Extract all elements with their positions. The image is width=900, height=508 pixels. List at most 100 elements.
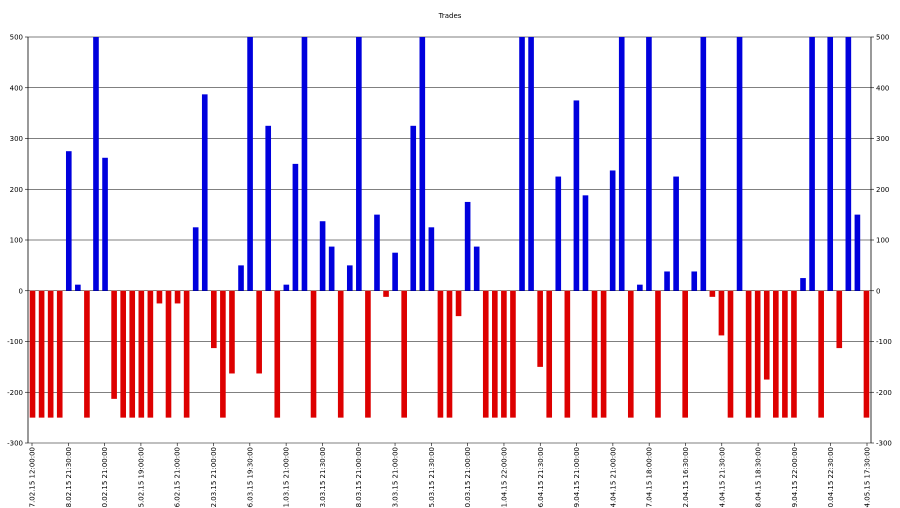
bar-29: [292, 163, 299, 291]
ytick-label-left: 100: [10, 237, 23, 245]
bar-63: [600, 290, 607, 418]
xtick-label: 20.02.15 21:00:00: [101, 447, 109, 508]
bar-89: [836, 290, 843, 349]
bar-47: [455, 290, 462, 317]
bar-34: [337, 290, 344, 418]
ytick-label-right: -300: [876, 440, 892, 448]
bar-37: [365, 290, 371, 418]
bar-36: [356, 37, 362, 291]
bar-35: [346, 265, 353, 291]
ytick-label-right: 100: [876, 237, 889, 245]
xtick-label: 24.04.15 21:30:00: [718, 447, 726, 508]
bar-18: [192, 227, 199, 291]
x-axis-labels: 17.02.15 12:00:00 18.02.15 21:30:00 20.02.…: [29, 443, 872, 508]
bar-13: [147, 290, 154, 418]
bar-73: [691, 271, 698, 291]
bar-40: [392, 252, 398, 291]
bar-21: [220, 290, 226, 418]
bar-50: [482, 290, 489, 418]
xtick-label: 18.02.15 21:30:00: [65, 447, 73, 508]
bar-38: [374, 214, 380, 291]
bar-22: [229, 290, 235, 374]
ytick-label-left: 400: [10, 84, 23, 92]
ytick-label-left: 500: [10, 34, 23, 42]
bar-80: [754, 290, 761, 418]
ytick-label-left: 0: [19, 287, 23, 295]
xtick-label: 17.04.15 18:00:00: [646, 447, 654, 508]
bar-79: [745, 290, 752, 418]
bar-26: [265, 125, 272, 291]
ytick-label-right: 500: [876, 34, 889, 42]
y-axis-right-labels: -300 -200 -100 0 100 200 300 400 500: [876, 34, 892, 448]
bar-7: [93, 37, 99, 291]
bar-28: [283, 284, 290, 291]
bar-86: [809, 37, 815, 291]
bar-81: [763, 290, 770, 380]
bar-66: [627, 290, 634, 418]
xtick-label: 30.04.15 22:30:00: [827, 447, 835, 508]
bar-19: [201, 94, 208, 291]
bar-61: [582, 195, 589, 291]
bar-1: [38, 290, 45, 418]
bar-33: [328, 246, 335, 291]
ytick-label-right: 400: [876, 84, 889, 92]
bar-56: [537, 290, 543, 367]
bar-85: [800, 278, 806, 291]
xtick-label: 17.02.15 12:00:00: [29, 447, 37, 508]
bar-68: [646, 37, 652, 291]
bar-67: [637, 284, 643, 291]
xtick-label: 02.03.15 21:00:00: [210, 447, 218, 508]
bar-43: [419, 37, 426, 291]
bar-91: [854, 214, 861, 291]
bar-25: [256, 290, 262, 374]
bar-4: [65, 151, 72, 291]
bar-60: [573, 100, 580, 291]
bar-55: [528, 37, 534, 291]
ytick-label-left: 300: [10, 135, 23, 143]
bar-14: [156, 290, 163, 304]
bar-12: [138, 290, 145, 418]
bar-70: [664, 271, 670, 291]
bar-3: [56, 290, 63, 418]
bar-24: [247, 37, 253, 291]
bar-31: [310, 290, 317, 418]
bar-20: [211, 290, 217, 349]
xtick-label: 14.04.15 21:00:00: [609, 447, 617, 508]
bar-6: [84, 290, 90, 418]
bar-58: [555, 176, 562, 291]
bar-74: [700, 37, 707, 291]
bar-11: [129, 290, 136, 418]
ytick-label-right: 200: [876, 186, 889, 194]
bar-92: [863, 290, 870, 418]
bar-62: [591, 290, 598, 418]
bar-5: [75, 284, 81, 291]
xtick-label: 01.04.15 22:00:00: [501, 447, 509, 508]
bar-15: [165, 290, 172, 418]
bar-83: [782, 290, 788, 418]
bar-75: [709, 290, 716, 297]
xtick-label: 06.03.15 19:30:00: [246, 447, 254, 508]
xtick-label: 29.04.15 22:00:00: [791, 447, 799, 508]
bar-8: [102, 157, 108, 291]
ytick-label-left: -100: [7, 338, 23, 346]
axes: [27, 37, 872, 443]
bar-32: [319, 221, 326, 291]
bar-10: [120, 290, 126, 418]
bar-42: [410, 125, 417, 291]
ytick-label-right: 0: [876, 287, 880, 295]
xtick-label: 06.04.15 21:30:00: [537, 447, 545, 508]
bar-69: [655, 290, 661, 418]
bar-46: [446, 290, 453, 418]
bar-27: [274, 290, 281, 418]
bar-49: [473, 246, 480, 291]
bar-54: [519, 37, 525, 291]
xtick-label: 13.03.15 21:30:00: [319, 447, 327, 508]
bar-90: [845, 37, 852, 291]
bar-78: [736, 37, 743, 291]
bar-17: [183, 290, 190, 418]
bar-9: [111, 290, 117, 399]
xtick-label: 22.04.15 16:30:00: [682, 447, 690, 508]
xtick-label: 11.03.15 21:00:00: [283, 447, 291, 508]
bar-48: [464, 201, 471, 291]
